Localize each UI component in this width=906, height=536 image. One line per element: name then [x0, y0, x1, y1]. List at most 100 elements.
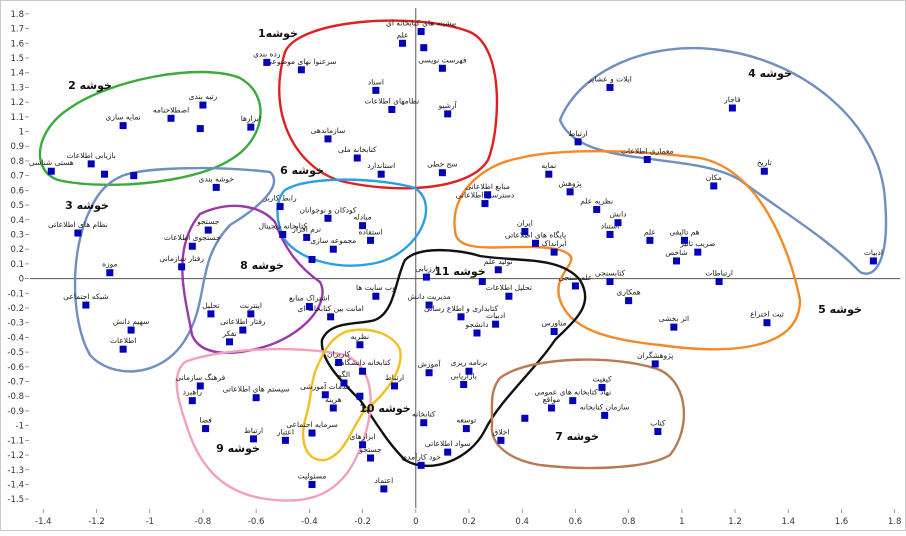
data-point — [359, 222, 367, 230]
data-point — [571, 282, 579, 290]
point-label: تولید علم — [484, 257, 513, 266]
point-label: ابزارها — [241, 114, 261, 123]
data-point — [521, 414, 529, 422]
data-point — [420, 419, 428, 427]
y-tick-label: 1.4 — [10, 69, 24, 79]
point-label: استناد — [601, 221, 620, 230]
point-label: ادبیات — [486, 311, 505, 320]
point-label: کتابخانه دیجیتال — [259, 221, 308, 230]
point-label: فرهنگ سازمانی — [175, 373, 225, 382]
data-point — [760, 167, 768, 175]
data-point — [372, 86, 380, 94]
data-point — [308, 480, 316, 488]
point-label: همکاری — [617, 288, 641, 297]
point-label: علم سنجی — [558, 273, 592, 282]
point-label: ارتباط — [385, 373, 404, 382]
cluster-label: خوشه 3 — [65, 199, 109, 212]
point-label: کودکان و نوجوانان — [299, 205, 356, 214]
point-label: کتابداری و اطلاع رسانی — [424, 304, 498, 313]
outline-green — [38, 70, 262, 186]
data-point — [569, 397, 577, 405]
data-point — [247, 123, 255, 131]
point-label: موزه — [102, 260, 117, 269]
point-label: الگو — [337, 370, 350, 379]
point-label: مکان — [706, 173, 722, 182]
data-point — [276, 203, 284, 211]
data-point — [303, 233, 311, 241]
data-point — [204, 226, 212, 234]
y-tick-label: 0.3 — [10, 230, 24, 240]
point-label: اعتبار — [276, 427, 294, 436]
data-point — [202, 425, 210, 433]
data-point — [670, 323, 678, 331]
data-point — [100, 170, 108, 178]
data-point — [359, 441, 367, 449]
y-tick-label: 0.5 — [10, 201, 24, 211]
data-point — [425, 301, 433, 309]
data-point — [281, 436, 289, 444]
data-point — [728, 104, 736, 112]
point-label: نظریه — [351, 332, 370, 341]
point-label: ارتباطات — [705, 269, 733, 278]
point-label: دانش — [609, 210, 626, 219]
x-tick-label: 1.2 — [728, 517, 742, 527]
point-label: خوشه بندی — [199, 174, 235, 183]
data-point — [497, 436, 505, 444]
data-point — [167, 114, 175, 122]
data-point — [420, 44, 428, 52]
point-label: معماری اطلاعات — [621, 146, 673, 155]
data-point — [207, 310, 215, 318]
data-point — [196, 382, 204, 390]
point-label: رده بندی — [253, 49, 281, 58]
outline-pink — [175, 347, 372, 502]
y-tick-label: -0.2 — [7, 304, 24, 314]
data-point — [297, 66, 305, 74]
x-tick-label: 1.6 — [835, 517, 849, 527]
x-tick-label: -0.4 — [301, 517, 318, 527]
x-tick-label: 1 — [679, 517, 684, 527]
x-tick-label: -0.6 — [248, 517, 265, 527]
data-point — [252, 394, 260, 402]
point-label: تحلیل — [202, 301, 219, 310]
data-point — [82, 301, 90, 309]
x-tick-label: -1 — [145, 517, 153, 527]
data-point — [212, 183, 220, 191]
data-point — [127, 326, 135, 334]
y-tick-label: -0.3 — [7, 319, 24, 329]
point-label: اصطلاحنامه — [153, 105, 189, 114]
data-point — [444, 448, 452, 456]
point-label: شاخص — [665, 248, 687, 257]
outline-red — [278, 19, 499, 190]
cluster-label: خوشه 5 — [818, 303, 862, 316]
point-label: ثبت اختراع — [750, 310, 784, 319]
point-label: استفاده — [359, 227, 383, 236]
point-label: ارتباط — [244, 426, 263, 435]
y-tick-label: 1.2 — [10, 98, 24, 108]
point-label: سرمایه اجتماعی — [286, 420, 338, 429]
data-point — [673, 257, 681, 265]
y-tick-label: -1 — [16, 422, 24, 432]
point-label: منابع اطلاعاتی — [465, 182, 510, 191]
cluster-label: خوشه 9 — [216, 442, 260, 455]
y-tick-label: -0.7 — [7, 378, 24, 388]
point-label: اشتراک منابع — [289, 294, 330, 303]
data-point — [566, 188, 574, 196]
y-tick-label: -0.4 — [7, 333, 24, 343]
y-tick-label: -0.8 — [7, 392, 24, 402]
cluster-label: خوشه 2 — [68, 79, 112, 92]
data-point — [249, 435, 257, 443]
x-tick-label: -1.2 — [88, 517, 105, 527]
data-point — [380, 485, 388, 493]
point-label: خدمات آموزشی — [300, 381, 351, 391]
point-label: اخلاق — [492, 427, 509, 436]
point-label: نمایه سازی — [105, 113, 140, 122]
point-label: اینترنت — [240, 301, 262, 310]
data-point — [417, 28, 425, 36]
data-point — [438, 169, 446, 177]
data-point — [417, 461, 425, 469]
data-point — [494, 266, 502, 274]
y-tick-label: 1.3 — [10, 83, 24, 93]
point-label: جستجو — [196, 217, 220, 226]
point-label: شبکه اجتماعی — [63, 292, 108, 301]
